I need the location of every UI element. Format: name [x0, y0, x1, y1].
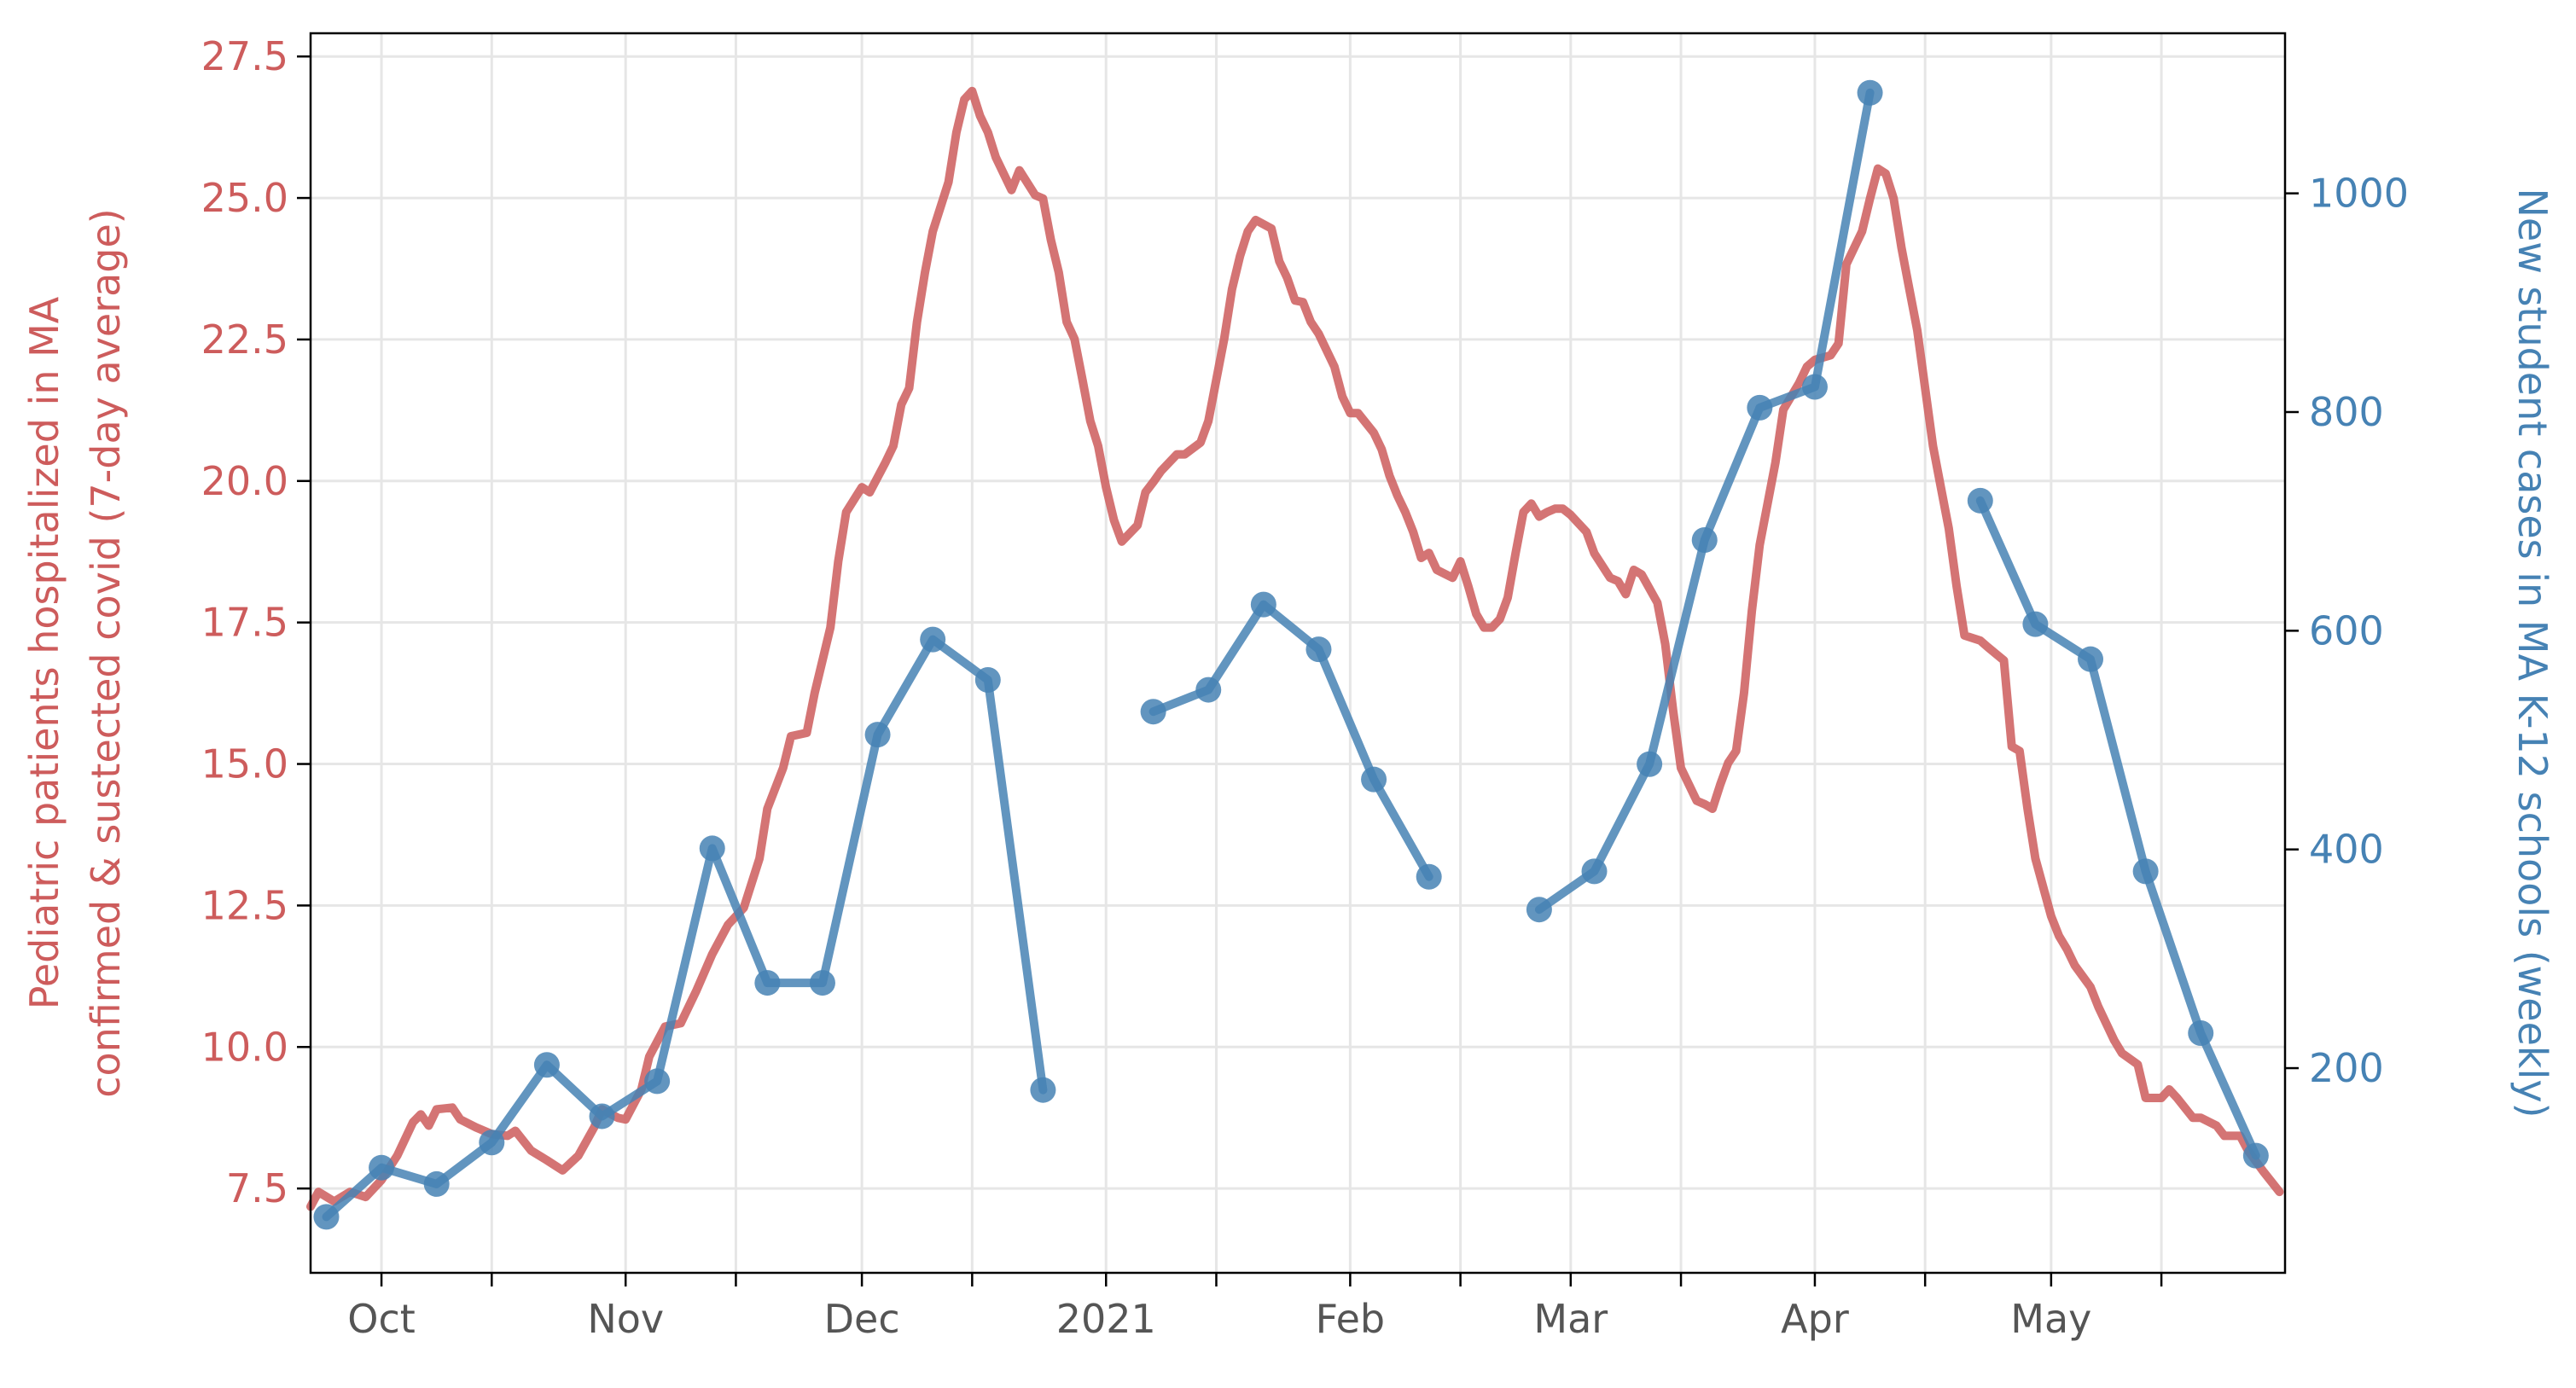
y-tick-label: 12.5: [201, 882, 288, 928]
x-tick-label: Nov: [587, 1296, 664, 1342]
plot-frame: [309, 32, 2287, 1275]
data-point: [589, 1103, 615, 1130]
data-point: [1857, 79, 1883, 106]
x-tick-label: 2021: [1056, 1296, 1156, 1342]
data-point: [2078, 646, 2104, 672]
data-line: [1975, 496, 2260, 1160]
data-point: [1967, 487, 1993, 514]
y2-tick-label: 400: [2309, 827, 2384, 873]
y-tick-label: 10.0: [201, 1024, 288, 1070]
data-point: [2242, 1142, 2269, 1169]
data-line: [1148, 600, 1433, 881]
y2-axis-label: New student cases in MA K-12 schools (we…: [2509, 188, 2556, 1118]
data-point: [809, 970, 835, 996]
data-point: [1637, 751, 1663, 777]
data-point: [1140, 699, 1166, 725]
data-point: [1747, 394, 1773, 421]
x-tick-label: May: [2010, 1296, 2091, 1342]
y-axis-label: Pediatric patients hospitalized in MA: [21, 296, 67, 1009]
data-point: [313, 1204, 340, 1230]
data-point: [864, 722, 891, 748]
data-point: [369, 1154, 395, 1181]
data-point: [699, 835, 725, 862]
data-point: [754, 970, 781, 996]
x-tick-label: Oct: [347, 1296, 416, 1342]
y2-tick-label: 800: [2309, 389, 2384, 435]
data-point: [1361, 766, 1387, 793]
y-axis-label: confirmed & sustected covid (7-day avera…: [83, 208, 129, 1098]
data-point: [1305, 636, 1332, 663]
y-tick-label: 27.5: [201, 33, 288, 79]
y-tick-label: 22.5: [201, 317, 288, 363]
data-point: [423, 1170, 450, 1197]
x-tick-label: Apr: [1781, 1296, 1849, 1342]
data-point: [920, 626, 946, 653]
y2-tick-label: 1000: [2309, 171, 2409, 217]
data-point: [1526, 897, 1552, 923]
y2-tick-label: 200: [2309, 1045, 2384, 1091]
data-point: [2022, 611, 2049, 637]
data-point: [1416, 863, 1442, 890]
data-point: [1250, 591, 1276, 618]
data-line: [306, 86, 2284, 1211]
data-point: [644, 1068, 671, 1095]
x-tick-label: Feb: [1316, 1296, 1385, 1342]
y-tick-label: 20.0: [201, 458, 288, 504]
y-tick-label: 7.5: [226, 1165, 288, 1211]
y-tick-label: 17.5: [201, 600, 288, 646]
x-tick-label: Dec: [824, 1296, 900, 1342]
data-point: [1195, 677, 1222, 703]
y2-tick-label: 600: [2309, 607, 2384, 653]
data-point: [1030, 1077, 1056, 1103]
x-tick-label: Mar: [1533, 1296, 1608, 1342]
data-point: [1691, 526, 1718, 553]
data-point: [2188, 1020, 2214, 1047]
data-point: [974, 667, 1001, 694]
data-line: [1534, 88, 1875, 915]
data-point: [1801, 374, 1828, 400]
data-point: [479, 1130, 505, 1156]
y-tick-label: 25.0: [201, 175, 288, 221]
data-line: [322, 635, 1048, 1222]
y-tick-label: 15.0: [201, 741, 288, 787]
data-point: [1581, 858, 1608, 885]
data-point: [533, 1052, 560, 1078]
data-point: [2132, 858, 2159, 885]
